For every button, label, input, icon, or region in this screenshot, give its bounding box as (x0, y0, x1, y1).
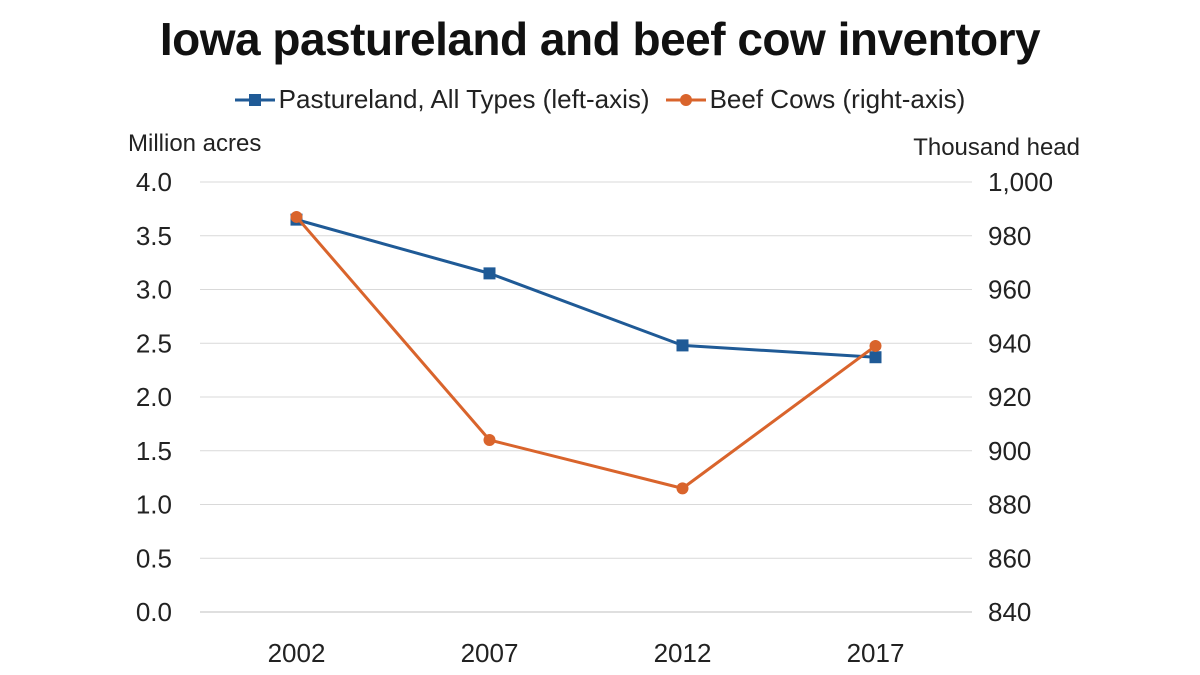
y-left-tick-label: 1.5 (136, 436, 172, 466)
y-right-tick-label: 840 (988, 597, 1031, 627)
y-right-tick-label: 860 (988, 543, 1031, 573)
legend-label-pastureland: Pastureland, All Types (left-axis) (278, 84, 650, 114)
y-right-tick-label: 940 (988, 328, 1031, 358)
y-left-tick-label: 0.5 (136, 543, 172, 573)
y-left-tick-label: 3.5 (136, 221, 172, 251)
data-point-beef-cows (676, 482, 689, 495)
x-tick-label: 2007 (461, 638, 519, 668)
legend-swatch-pastureland (234, 93, 275, 106)
chart-title: Iowa pastureland and beef cow inventory (159, 13, 1041, 65)
data-point-pastureland (676, 339, 689, 352)
y-left-tick-label: 1.0 (136, 490, 172, 520)
y-right-tick-label: 880 (988, 490, 1031, 520)
y-left-tick-label: 4.0 (136, 167, 172, 197)
y-axis-right-title: Thousand head (913, 134, 1080, 161)
x-tick-label: 2017 (847, 638, 905, 668)
data-point-pastureland (869, 351, 882, 364)
legend-item-pastureland: Pastureland, All Types (left-axis) (234, 84, 650, 115)
series-line-pastureland (296, 218, 876, 359)
x-tick-label: 2002 (268, 638, 326, 668)
legend: Pastureland, All Types (left-axis) Beef … (0, 84, 1200, 115)
data-point-pastureland (483, 267, 496, 280)
y-left-tick-label: 2.5 (136, 328, 172, 358)
y-left-tick-label: 2.0 (136, 382, 172, 412)
y-left-tick-label: 3.0 (136, 275, 172, 305)
series-line-beef-cows (295, 215, 877, 490)
x-tick-label: 2012 (654, 638, 712, 668)
legend-label-beef-cows: Beef Cows (right-axis) (709, 84, 966, 114)
data-point-beef-cows (483, 434, 496, 446)
y-right-tick-label: 900 (988, 436, 1031, 466)
y-axis-left-title: Million acres (128, 130, 262, 157)
data-point-beef-cows (869, 339, 882, 352)
y-right-tick-label: 1,000 (988, 167, 1053, 197)
y-right-tick-label: 960 (988, 275, 1031, 305)
data-point-beef-cows (290, 210, 303, 223)
y-right-tick-label: 920 (988, 382, 1031, 412)
y-right-tick-label: 980 (988, 221, 1031, 251)
y-left-tick-label: 0.0 (136, 597, 172, 627)
legend-item-beef-cows: Beef Cows (right-axis) (665, 84, 966, 115)
legend-swatch-beef-cows (665, 93, 706, 106)
